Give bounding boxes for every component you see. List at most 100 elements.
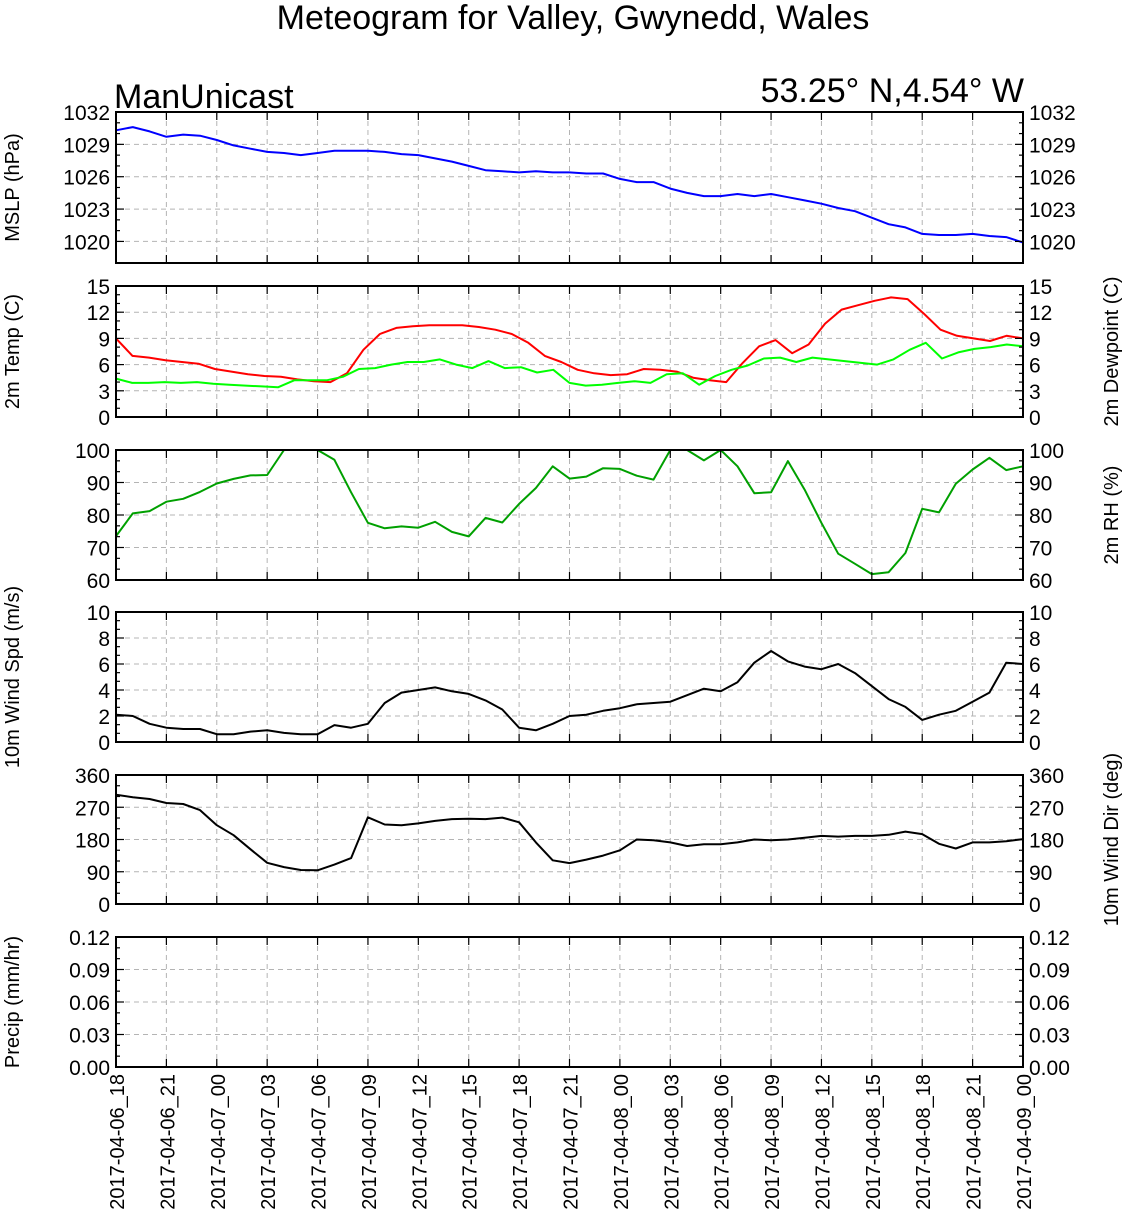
y-tick-label-left: 15 <box>87 276 110 299</box>
y-tick-label-left: 0.09 <box>69 960 110 983</box>
y-tick-label-right: 0 <box>1029 894 1041 917</box>
y-tick-label-left: 1029 <box>63 134 110 157</box>
panel-4: 0 0 2 2 4 4 6 6 8 8 10 10 10m Wind Spd (m/s) <box>2 586 1052 768</box>
x-tick-label: 2017-04-07_06 <box>309 1074 331 1210</box>
x-tick-label: 2017-04-06_18 <box>107 1074 129 1210</box>
y-tick-label-left: 80 <box>87 505 110 528</box>
y-tick-label-right: 0.00 <box>1029 1057 1070 1080</box>
panel-1: 1020 1020 1023 1023 1026 1026 1029 1029 1032 1032… <box>2 102 1076 264</box>
y-tick-label-left: 3 <box>98 381 110 404</box>
y-tick-label-left: 270 <box>75 797 110 820</box>
panel-5: 0 0 90 90 180 180 270 270 360 360 10m Wind Dir (de… <box>75 753 1123 926</box>
model-label: ManUnicast <box>114 78 294 116</box>
y-tick-label-right: 100 <box>1029 440 1064 463</box>
y-tick-label-right: 1026 <box>1029 167 1076 190</box>
y-tick-label-left: 0.03 <box>69 1025 110 1048</box>
y-tick-label-right: 15 <box>1029 276 1052 299</box>
y-tick-label-right: 0.03 <box>1029 1025 1070 1048</box>
y-tick-label-right: 1020 <box>1029 231 1076 254</box>
y-tick-label-left: 90 <box>87 862 110 885</box>
y-tick-label-right: 4 <box>1029 680 1041 703</box>
y-tick-label-right: 70 <box>1029 538 1052 561</box>
y-tick-label-left: 0.06 <box>69 992 110 1015</box>
y-tick-label-left: 70 <box>87 538 110 561</box>
x-tick-label: 2017-04-07_09 <box>359 1074 381 1210</box>
y-tick-label-right: 0 <box>1029 407 1041 430</box>
y-axis-title-2m-temp-c: 2m Temp (C) <box>2 294 24 409</box>
y-tick-label-left: 9 <box>98 328 110 351</box>
y-tick-label-right: 2 <box>1029 706 1041 729</box>
y-tick-label-right: 1032 <box>1029 102 1076 125</box>
y-tick-label-left: 12 <box>87 302 110 325</box>
y-tick-label-right: 80 <box>1029 505 1052 528</box>
y-tick-label-right: 6 <box>1029 654 1041 677</box>
y-tick-label-left: 1026 <box>63 167 110 190</box>
x-tick-label: 2017-04-07_03 <box>258 1074 280 1210</box>
y-tick-label-left: 90 <box>87 473 110 496</box>
x-tick-label: 2017-04-06_21 <box>157 1074 179 1210</box>
y-tick-label-right: 8 <box>1029 628 1041 651</box>
y-tick-label-left: 4 <box>98 680 110 703</box>
y-tick-label-left: 6 <box>98 355 110 378</box>
series-line-2-1 <box>115 296 1024 384</box>
chart-title: Meteogram for Valley, Gwynedd, Wales <box>277 0 870 37</box>
x-tick-label: 2017-04-07_18 <box>510 1074 532 1210</box>
x-tick-label: 2017-04-08_21 <box>964 1074 986 1210</box>
x-tick-label: 2017-04-07_21 <box>561 1074 583 1210</box>
y-tick-label-left: 6 <box>98 654 110 677</box>
y-axis-title-2m-dewpoint-c: 2m Dewpoint (C) <box>1101 276 1123 426</box>
y-tick-label-left: 0.12 <box>69 927 110 950</box>
y-tick-label-right: 0.06 <box>1029 992 1070 1015</box>
y-tick-label-left: 0 <box>98 407 110 430</box>
y-tick-label-left: 0 <box>98 732 110 755</box>
x-tick-label: 2017-04-08_09 <box>762 1074 784 1210</box>
y-axis-title-precip-mm-hr: Precip (mm/hr) <box>2 936 24 1068</box>
x-tick-label: 2017-04-08_00 <box>611 1074 633 1210</box>
series-line-5-1 <box>115 793 1024 872</box>
y-tick-label-right: 10 <box>1029 602 1052 625</box>
y-axis-title-mslp-hpa: MSLP (hPa) <box>2 133 24 242</box>
location-label: 53.25° N,4.54° W <box>761 72 1024 110</box>
series-line-2-2 <box>115 341 1024 389</box>
y-tick-label-right: 90 <box>1029 862 1052 885</box>
y-tick-label-right: 1029 <box>1029 134 1076 157</box>
y-axis-title-2m-rh: 2m RH (%) <box>1101 466 1123 565</box>
time-axis: 2017-04-06_18 2017-04-06_21 2017-04-07_00 2… <box>107 1074 1036 1210</box>
y-tick-label-left: 1023 <box>63 199 110 222</box>
y-axis-title-10m-wind-dir-deg: 10m Wind Dir (deg) <box>1101 753 1123 926</box>
panel-6: 0.00 0.00 0.03 0.03 0.06 0.06 0.09 0.09 0.12 0.12… <box>2 927 1070 1080</box>
y-tick-label-left: 100 <box>75 440 110 463</box>
series-line-4-1 <box>115 650 1024 736</box>
y-tick-label-right: 3 <box>1029 381 1041 404</box>
y-axis-title-10m-wind-spd-m-s: 10m Wind Spd (m/s) <box>2 586 24 768</box>
x-tick-label: 2017-04-08_03 <box>661 1074 683 1210</box>
x-tick-label: 2017-04-09_00 <box>1014 1074 1036 1210</box>
x-tick-label: 2017-04-08_06 <box>712 1074 734 1210</box>
y-tick-label-left: 2 <box>98 706 110 729</box>
y-tick-label-left: 1032 <box>63 102 110 125</box>
x-tick-label: 2017-04-08_15 <box>863 1074 885 1210</box>
y-tick-label-left: 360 <box>75 765 110 788</box>
x-tick-label: 2017-04-08_18 <box>913 1074 935 1210</box>
y-tick-label-left: 180 <box>75 830 110 853</box>
series-line-1-1 <box>115 126 1024 244</box>
panel-2: 0 0 3 3 6 6 9 9 12 12 15 15 2m Temp (C) 2m Dewpoint (… <box>2 276 1123 430</box>
y-tick-label-right: 360 <box>1029 765 1064 788</box>
y-tick-label-right: 12 <box>1029 302 1052 325</box>
y-tick-label-right: 270 <box>1029 797 1064 820</box>
panel-3: 60 60 70 70 80 80 90 90 100 100 2m RH (%) <box>75 440 1123 593</box>
y-tick-label-right: 9 <box>1029 328 1041 351</box>
y-tick-label-left: 1020 <box>63 231 110 254</box>
y-tick-label-right: 90 <box>1029 473 1052 496</box>
x-tick-label: 2017-04-08_12 <box>812 1074 834 1210</box>
x-tick-label: 2017-04-07_12 <box>409 1074 431 1210</box>
y-tick-label-right: 6 <box>1029 355 1041 378</box>
x-tick-label: 2017-04-07_15 <box>460 1074 482 1210</box>
y-tick-label-right: 180 <box>1029 830 1064 853</box>
y-tick-label-right: 60 <box>1029 570 1052 593</box>
y-tick-label-left: 60 <box>87 570 110 593</box>
y-tick-label-right: 0 <box>1029 732 1041 755</box>
y-tick-label-left: 8 <box>98 628 110 651</box>
